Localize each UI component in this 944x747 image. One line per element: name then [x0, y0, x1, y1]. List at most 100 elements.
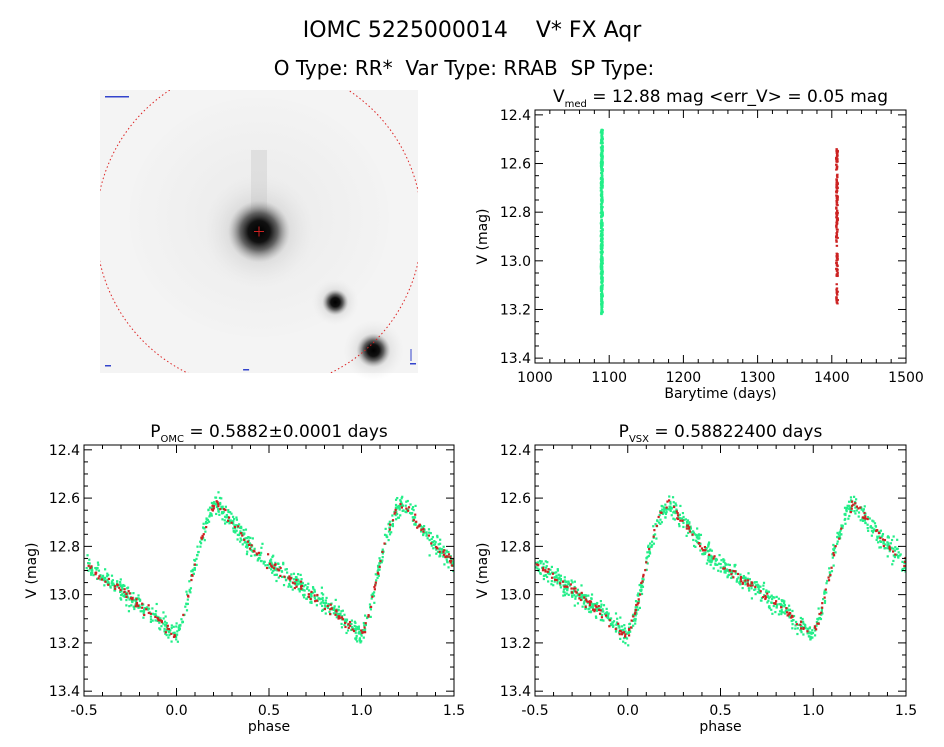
data-point [767, 605, 771, 609]
data-point [835, 226, 838, 229]
data-point [111, 579, 115, 582]
data-point [225, 520, 228, 524]
data-point [85, 567, 88, 570]
data-point [638, 606, 641, 609]
data-point [766, 601, 769, 604]
data-point [199, 545, 202, 548]
data-point [562, 584, 565, 587]
data-point [762, 595, 765, 599]
data-point [448, 560, 452, 563]
data-point [583, 596, 586, 599]
data-point [669, 502, 672, 505]
data-point [685, 527, 688, 530]
data-point [879, 540, 882, 543]
data-point [688, 521, 691, 524]
data-point [727, 563, 730, 566]
data-point [602, 610, 605, 613]
data-point [836, 199, 839, 202]
data-point [241, 543, 244, 546]
data-point [598, 607, 601, 610]
data-point [284, 568, 287, 571]
data-point [173, 633, 176, 637]
data-point [282, 561, 285, 564]
data-point [211, 509, 215, 512]
data-point [174, 635, 178, 639]
data-point [275, 573, 278, 576]
y-tick-label: 13.2 [500, 636, 531, 652]
data-point [576, 602, 580, 605]
data-point [172, 625, 175, 628]
data-point [343, 621, 347, 625]
data-point [888, 548, 892, 551]
data-point [542, 567, 545, 570]
data-point [711, 559, 714, 562]
data-point [602, 619, 605, 622]
data-point [252, 549, 255, 552]
data-point [754, 585, 757, 589]
data-point [268, 566, 271, 569]
data-point [835, 207, 838, 210]
data-point [600, 202, 604, 205]
data-point [435, 548, 438, 551]
light-curve-xlabel: Barytime (days) [664, 386, 776, 402]
data-point [317, 597, 320, 600]
data-point [305, 587, 309, 590]
data-point [284, 578, 288, 581]
data-point [405, 507, 408, 510]
y-tick-label: 12.4 [500, 108, 531, 124]
data-point [577, 593, 580, 596]
data-point [346, 624, 350, 627]
data-point [672, 501, 675, 504]
data-point [406, 509, 410, 512]
data-point [364, 631, 367, 634]
data-point [648, 550, 651, 553]
data-point [835, 288, 838, 291]
data-point [230, 521, 233, 524]
data-point [632, 624, 635, 627]
data-point [394, 511, 397, 514]
data-point [571, 581, 574, 584]
data-point [444, 555, 447, 559]
data-point [208, 515, 211, 518]
data-point [350, 619, 353, 622]
data-point [688, 528, 691, 532]
data-point [373, 601, 376, 604]
data-point [581, 594, 584, 597]
data-point [414, 523, 417, 526]
data-point [232, 522, 235, 525]
phased-omc-points [85, 491, 454, 644]
data-point [196, 554, 199, 557]
data-point [369, 615, 372, 618]
data-point [277, 562, 280, 565]
data-point [398, 505, 401, 508]
data-point [600, 300, 603, 303]
data-point [149, 620, 152, 623]
data-point [378, 568, 381, 571]
data-point [159, 619, 163, 622]
data-point [642, 573, 645, 577]
data-point [587, 594, 590, 597]
data-point [637, 601, 640, 605]
title-subscript: VSX [629, 434, 649, 445]
figure-subtitle: O Type: RR* Var Type: RRAB SP Type: [274, 56, 655, 80]
data-point [553, 571, 556, 574]
data-point [565, 580, 568, 584]
data-point [542, 574, 545, 577]
data-point [694, 539, 697, 542]
data-point [333, 605, 336, 608]
data-point [537, 563, 540, 567]
data-point [90, 573, 93, 576]
data-point [600, 151, 604, 154]
data-point [787, 613, 790, 616]
data-point [438, 542, 442, 545]
data-point [630, 626, 633, 629]
data-point [422, 530, 425, 533]
data-point [688, 530, 692, 533]
data-point [231, 515, 235, 518]
data-point [748, 578, 751, 581]
data-point [363, 629, 366, 633]
data-point [160, 625, 163, 628]
data-point [720, 559, 723, 562]
data-point [553, 576, 556, 579]
data-point [358, 637, 362, 640]
